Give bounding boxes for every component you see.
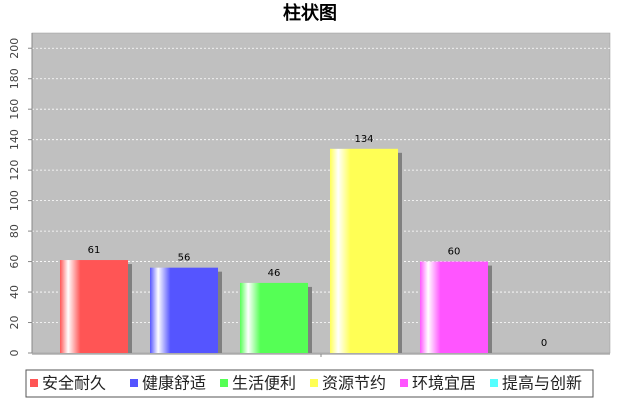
bar	[60, 260, 128, 353]
legend-swatch	[30, 379, 38, 387]
legend-swatch	[220, 379, 228, 387]
bar	[240, 282, 308, 353]
y-tick-label: 40	[8, 285, 21, 299]
y-tick-label: 160	[8, 99, 21, 120]
legend-swatch	[310, 379, 318, 387]
bar	[330, 148, 398, 353]
data-label: 60	[448, 247, 461, 258]
y-tick-label: 20	[8, 316, 21, 330]
legend-label: 提高与创新	[502, 374, 582, 393]
y-tick-label: 200	[8, 38, 21, 59]
chart-title: 柱状图	[283, 2, 337, 24]
y-tick-label: 80	[8, 224, 21, 238]
legend-label: 环境宜居	[412, 374, 476, 393]
data-label: 0	[541, 338, 547, 349]
y-tick-label: 100	[8, 190, 21, 211]
y-tick-label: 60	[8, 255, 21, 269]
y-tick-label: 120	[8, 160, 21, 181]
legend-label: 生活便利	[232, 374, 296, 393]
legend-swatch	[130, 379, 138, 387]
legend-box	[25, 369, 594, 398]
data-label: 134	[354, 134, 373, 145]
legend-swatch	[400, 379, 408, 387]
bar	[150, 267, 218, 353]
legend-label: 健康舒适	[142, 374, 206, 393]
legend-label: 资源节约	[322, 374, 386, 393]
y-tick-label: 140	[8, 129, 21, 150]
legend-swatch	[490, 379, 498, 387]
data-label: 56	[178, 253, 191, 264]
data-label: 46	[268, 268, 281, 279]
bar	[420, 261, 488, 353]
data-label: 61	[88, 245, 101, 256]
y-tick-label: 180	[8, 68, 21, 89]
legend-label: 安全耐久	[42, 374, 106, 393]
y-tick-label: 0	[8, 350, 21, 357]
